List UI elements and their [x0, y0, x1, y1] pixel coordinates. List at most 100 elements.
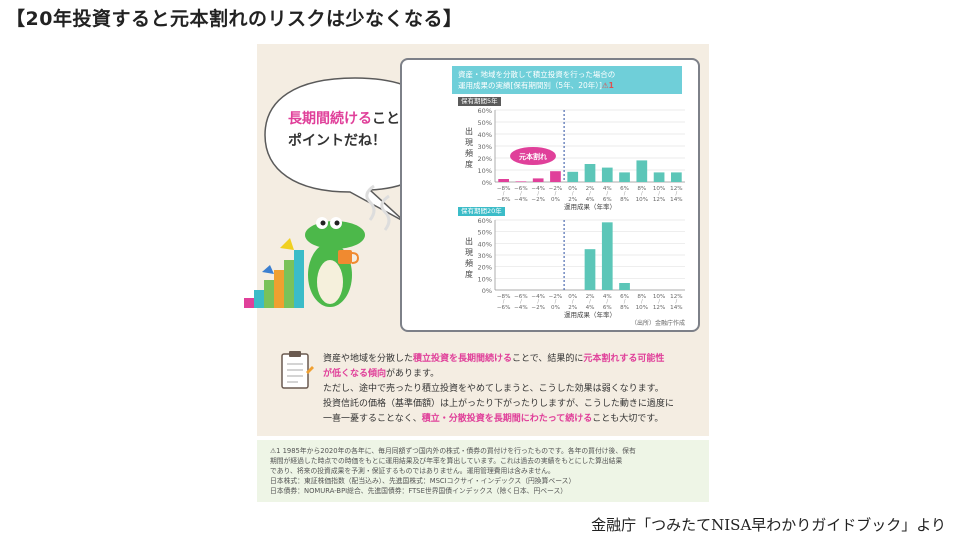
- x-tick-label-top: −4%: [531, 294, 545, 300]
- chart-source-credit: （出所）金融庁作成: [631, 319, 685, 326]
- x-tick-label-top: −2%: [549, 186, 563, 192]
- x-tick-separator: /: [589, 299, 591, 305]
- x-tick-label-bottom: 12%: [653, 197, 665, 203]
- y-tick-label: 20%: [478, 264, 492, 272]
- x-tick-separator: /: [520, 299, 522, 305]
- y-tick-label: 60%: [478, 217, 492, 225]
- y-tick-label: 40%: [478, 240, 492, 248]
- x-tick-label-top: 10%: [653, 294, 665, 300]
- y-tick-label: 30%: [478, 252, 492, 260]
- desc-p1d: 元本割れする可能性: [583, 354, 665, 364]
- x-tick-separator: /: [555, 191, 557, 197]
- bar-7: [619, 283, 630, 290]
- y-tick-label: 40%: [478, 131, 492, 139]
- x-tick-label-bottom: −2%: [531, 305, 545, 311]
- y-axis-label: 度: [465, 159, 473, 169]
- y-tick-label: 60%: [478, 107, 492, 115]
- x-tick-label-top: 2%: [586, 294, 595, 300]
- x-tick-separator: /: [537, 191, 539, 197]
- x-tick-label-top: 6%: [620, 186, 629, 192]
- y-tick-label: 20%: [478, 155, 492, 163]
- x-tick-label-top: 0%: [568, 186, 577, 192]
- x-tick-label-bottom: 2%: [568, 305, 577, 311]
- chart-5y-title: 保有期間5年: [458, 97, 501, 106]
- x-tick-label-bottom: 8%: [620, 197, 629, 203]
- x-tick-separator: /: [572, 299, 574, 305]
- bar-3: [550, 171, 561, 182]
- chart-header: 資産・地域を分散して積立投資を行った場合の 運用成果の実績[保有期間別（5年、2…: [452, 66, 682, 94]
- desc-p2: ただし、途中で売ったり積立投資をやめてしまうと、こうした効果は弱くなります。: [323, 384, 664, 394]
- bar-9: [653, 172, 665, 182]
- note-line-5: 日本債券：NOMURA-BPI総合、先進国債券：FTSE世界国債インデックス（除…: [270, 487, 568, 495]
- desc-p1c: ことで、結果的に: [512, 354, 584, 364]
- x-tick-label-bottom: −4%: [514, 197, 528, 203]
- stair-steps-icon: [244, 250, 304, 308]
- x-tick-label-bottom: 0%: [551, 197, 560, 203]
- y-tick-label: 50%: [478, 229, 492, 237]
- x-tick-separator: /: [624, 299, 626, 305]
- x-tick-label-bottom: 0%: [551, 305, 560, 311]
- desc-p1e: が低くなる傾向: [323, 369, 387, 379]
- chart-5-year: 出現頻度60%50%40%30%20%10%0%−8%/−6%−6%/−4%−4…: [465, 107, 685, 210]
- x-tick-label-top: 10%: [653, 186, 665, 192]
- x-tick-separator: /: [658, 299, 660, 305]
- y-axis-label: 頻: [465, 258, 473, 268]
- x-tick-separator: /: [503, 299, 505, 305]
- bar-10: [671, 172, 682, 182]
- x-tick-label-top: 8%: [637, 186, 646, 192]
- x-tick-separator: /: [658, 191, 660, 197]
- x-tick-label-top: −6%: [514, 294, 528, 300]
- y-tick-label: 30%: [478, 143, 492, 151]
- bubble-highlight: 長期間続ける: [288, 111, 372, 127]
- x-tick-separator: /: [520, 191, 522, 197]
- x-tick-label-top: 0%: [568, 294, 577, 300]
- desc-p1b: 積立投資を長期間続ける: [413, 354, 513, 364]
- x-tick-label-top: 12%: [670, 186, 682, 192]
- desc-p3: 投資信託の価格（基準価額）は上がったり下がったりしますが、こうした動きに過度に: [323, 399, 674, 409]
- bubble-line2: ポイントだね！: [288, 133, 386, 149]
- x-axis-label: 運用成果（年率）: [564, 310, 616, 319]
- source-credit: 金融庁「つみたてNISA早わかりガイドブック」より: [591, 516, 946, 534]
- desc-p4a: 一喜一憂することなく、: [323, 414, 422, 424]
- desc-p1f: があります。: [386, 369, 440, 379]
- x-tick-label-bottom: 14%: [670, 197, 682, 203]
- y-tick-label: 0%: [482, 287, 492, 295]
- x-tick-label-top: −8%: [497, 186, 511, 192]
- x-tick-separator: /: [606, 299, 608, 305]
- y-tick-label: 10%: [478, 275, 492, 283]
- bar-1: [515, 181, 527, 182]
- x-tick-separator: /: [676, 299, 678, 305]
- x-tick-label-top: −8%: [497, 294, 511, 300]
- desc-p4c: ことも大切です。: [592, 414, 664, 424]
- description-text: 資産や地域を分散した積立投資を長期間続けることで、結果的に元本割れする可能性 が…: [323, 352, 703, 427]
- x-tick-label-top: 4%: [603, 294, 612, 300]
- x-tick-label-top: 4%: [603, 186, 612, 192]
- bar-6: [601, 167, 613, 182]
- x-tick-label-bottom: 10%: [636, 197, 648, 203]
- x-tick-label-top: 6%: [620, 294, 629, 300]
- clipboard-icon: [281, 351, 314, 389]
- x-tick-label-bottom: 4%: [586, 305, 595, 311]
- speech-bubble-text: 長期間続けることが ポイントだね！: [288, 108, 414, 152]
- bar-5: [584, 164, 596, 182]
- x-tick-separator: /: [606, 191, 608, 197]
- x-tick-label-bottom: 2%: [568, 197, 577, 203]
- x-tick-label-top: 8%: [637, 294, 646, 300]
- bar-5: [584, 249, 596, 290]
- x-tick-label-top: −2%: [549, 294, 563, 300]
- y-axis-label: 現: [465, 138, 473, 147]
- x-tick-label-top: 2%: [586, 186, 595, 192]
- x-tick-separator: /: [555, 299, 557, 305]
- bar-6: [601, 222, 613, 290]
- notes-panel: [257, 440, 709, 502]
- x-axis-label: 運用成果（年率）: [564, 202, 616, 210]
- y-axis-label: 頻: [465, 148, 473, 158]
- x-tick-separator: /: [676, 191, 678, 197]
- y-axis-label: 度: [465, 269, 473, 279]
- bar-2: [532, 178, 544, 182]
- x-tick-label-bottom: 6%: [603, 197, 612, 203]
- bar-7: [619, 172, 630, 182]
- x-tick-label-top: 12%: [670, 294, 682, 300]
- note-line-3: であり、将来の投資成果を予測・保証するものではありません。運用管理費用は含みませ…: [270, 467, 555, 475]
- x-tick-label-bottom: −6%: [497, 305, 511, 311]
